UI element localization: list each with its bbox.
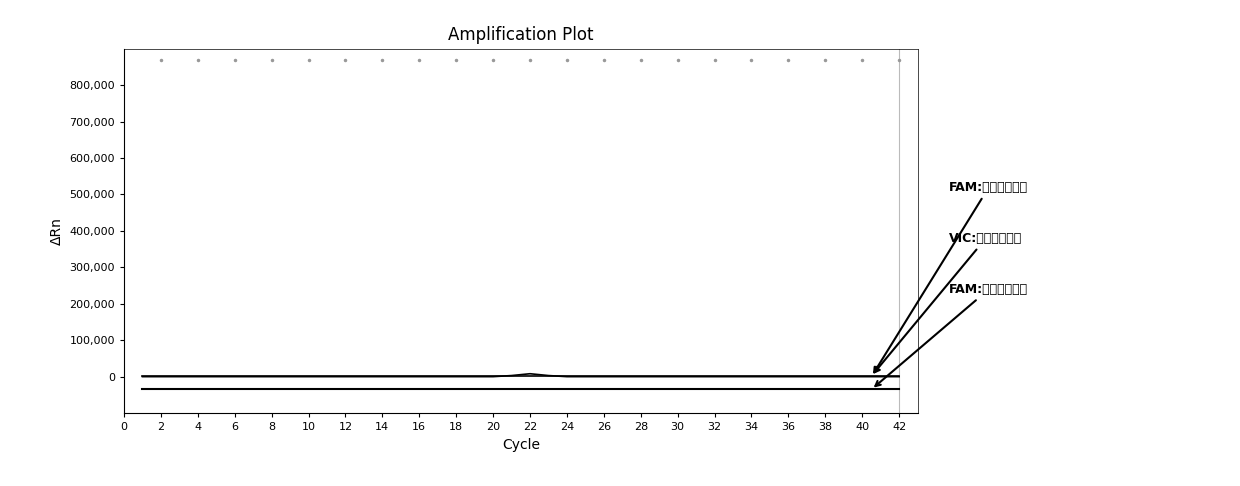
Text: FAM:阴性对照外控: FAM:阴性对照外控 <box>874 181 1028 372</box>
Y-axis label: ΔRn: ΔRn <box>50 217 63 245</box>
Title: Amplification Plot: Amplification Plot <box>448 26 594 44</box>
Text: VIC:阴性对照内控: VIC:阴性对照内控 <box>874 232 1023 372</box>
X-axis label: Cycle: Cycle <box>502 438 539 451</box>
Text: FAM:阴性对照反应: FAM:阴性对照反应 <box>875 283 1028 386</box>
